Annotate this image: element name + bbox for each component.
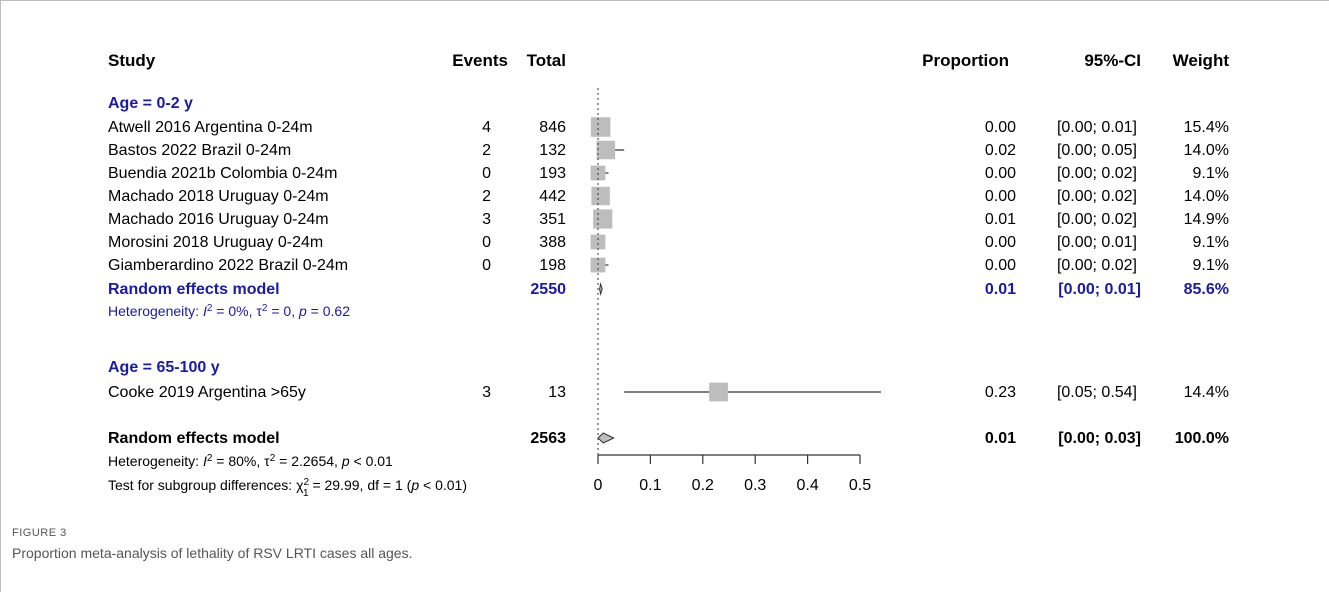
study-ci: [0.00; 0.02] [1057,188,1137,205]
study-proportion: 0.00 [985,165,1016,182]
study-proportion: 0.00 [985,234,1016,251]
study-name: Atwell 2016 Argentina 0-24m [108,119,313,136]
study-box [590,234,606,250]
study-total: 132 [539,142,566,159]
study-box [593,209,613,229]
study-events: 0 [482,165,491,182]
summary-proportion: 0.01 [985,281,1016,298]
study-events: 4 [482,119,491,136]
figure-label: FIGURE 3 [12,527,67,539]
x-tick-label: 0.2 [692,477,714,494]
study-events: 3 [482,211,491,228]
study-weight: 14.0% [1184,142,1229,159]
study-ci: [0.00; 0.02] [1057,257,1137,274]
overall-weight: 100.0% [1175,430,1229,447]
study-row: Machado 2018 Uruguay 0-24m 2 442 0.00 [0… [108,186,1229,206]
figure-caption: Proportion meta-analysis of lethality of… [12,545,413,561]
x-tick-label: 0.4 [796,477,818,494]
study-proportion: 0.00 [985,188,1016,205]
summary-ci: [0.00; 0.01] [1058,281,1141,298]
forest-plot: Study Events Total Proportion 95%-CI Wei… [108,51,1230,499]
study-total: 198 [539,257,566,274]
study-ci: [0.00; 0.01] [1057,119,1137,136]
study-proportion: 0.01 [985,211,1016,228]
study-events: 3 [482,384,491,401]
study-proportion: 0.00 [985,119,1016,136]
header-total: Total [527,51,566,70]
study-events: 2 [482,188,491,205]
study-row: Giamberardino 2022 Brazil 0-24m 0 198 0.… [108,257,1229,274]
study-events: 0 [482,257,491,274]
study-ci: [0.00; 0.02] [1057,211,1137,228]
study-row: Machado 2016 Uruguay 0-24m 3 351 0.01 [0… [108,209,1229,229]
study-name: Machado 2018 Uruguay 0-24m [108,188,329,205]
summary-label: Random effects model [108,281,280,298]
x-tick-label: 0.3 [744,477,766,494]
study-weight: 14.4% [1184,384,1229,401]
x-tick-label: 0 [594,477,603,494]
study-weight: 9.1% [1193,165,1229,182]
study-box [591,186,610,206]
study-box [596,140,616,160]
study-box [709,382,728,402]
study-name: Machado 2016 Uruguay 0-24m [108,211,329,228]
group-label-age-0-2: Age = 0-2 y [108,95,193,112]
subgroup-summary-row: Random effects model 2550 0.01 [0.00; 0.… [108,281,1229,298]
header-ci: 95%-CI [1084,51,1141,70]
study-total: 846 [539,119,566,136]
study-proportion: 0.02 [985,142,1016,159]
study-row: Atwell 2016 Argentina 0-24m 4 846 0.00 [… [108,117,1229,137]
study-ci: [0.00; 0.02] [1057,165,1137,182]
x-axis-ticks: 0 0.1 0.2 0.3 0.4 0.5 [594,455,871,494]
summary-weight: 85.6% [1184,281,1229,298]
study-weight: 15.4% [1184,119,1229,136]
header-weight: Weight [1173,51,1230,70]
study-weight: 9.1% [1193,234,1229,251]
study-ci: [0.05; 0.54] [1057,384,1137,401]
x-tick-label: 0.5 [849,477,871,494]
overall-ci: [0.00; 0.03] [1058,430,1141,447]
study-total: 13 [548,384,566,401]
overall-proportion: 0.01 [985,430,1016,447]
study-events: 0 [482,234,491,251]
header-proportion: Proportion [922,51,1009,70]
study-row: Buendia 2021b Colombia 0-24m 0 193 0.00 … [108,165,1229,182]
study-weight: 9.1% [1193,257,1229,274]
study-name: Buendia 2021b Colombia 0-24m [108,165,337,182]
study-name: Cooke 2019 Argentina >65y [108,384,306,401]
summary-diamond [599,282,603,296]
heterogeneity-subgroup: Heterogeneity: I2 = 0%, τ2 = 0, p = 0.62 [108,303,350,320]
study-ci: [0.00; 0.01] [1057,234,1137,251]
study-box [590,117,611,137]
study-weight: 14.9% [1184,211,1229,228]
study-total: 442 [539,188,566,205]
study-name: Giamberardino 2022 Brazil 0-24m [108,257,348,274]
study-row: Morosini 2018 Uruguay 0-24m 0 388 0.00 [… [108,234,1229,251]
group-label-age-65-100: Age = 65-100 y [108,359,220,376]
overall-total: 2563 [530,430,566,447]
subgroup-test: Test for subgroup differences: χ2 1 = 29.… [108,477,467,499]
overall-label: Random effects model [108,430,280,447]
study-proportion: 0.23 [985,384,1016,401]
study-total: 388 [539,234,566,251]
study-row: Cooke 2019 Argentina >65y 3 13 0.23 [0.0… [108,382,1229,402]
header-study: Study [108,51,156,70]
study-row: Bastos 2022 Brazil 0-24m 2 132 0.02 [0.0… [108,140,1229,160]
overall-diamond [597,432,615,444]
study-ci: [0.00; 0.05] [1057,142,1137,159]
study-proportion: 0.00 [985,257,1016,274]
study-events: 2 [482,142,491,159]
study-weight: 14.0% [1184,188,1229,205]
study-total: 193 [539,165,566,182]
study-name: Morosini 2018 Uruguay 0-24m [108,234,323,251]
study-name: Bastos 2022 Brazil 0-24m [108,142,291,159]
heterogeneity-overall: Heterogeneity: I2 = 80%, τ2 = 2.2654, p … [108,453,393,470]
header-events: Events [452,51,508,70]
study-total: 351 [539,211,566,228]
summary-total: 2550 [530,281,566,298]
x-tick-label: 0.1 [639,477,661,494]
overall-summary-row: Random effects model 2563 0.01 [0.00; 0.… [108,430,1229,447]
